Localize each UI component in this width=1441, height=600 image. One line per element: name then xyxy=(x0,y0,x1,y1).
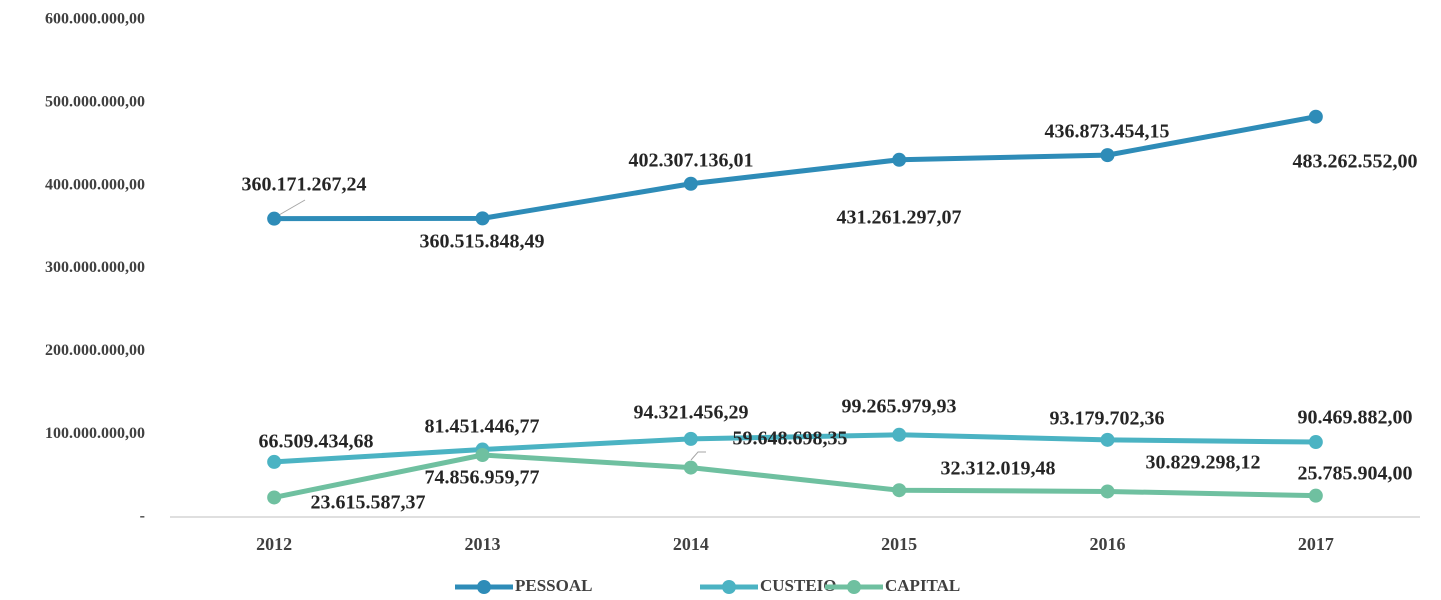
data-label: 360.171.267,24 xyxy=(242,174,367,196)
marker xyxy=(1308,109,1323,124)
marker xyxy=(683,460,698,475)
x-tick-label: 2015 xyxy=(881,534,917,554)
series-line xyxy=(274,114,1317,222)
data-label: 81.451.446,77 xyxy=(425,416,540,438)
marker xyxy=(892,483,907,498)
y-tick-label: 600.000.000,00 xyxy=(45,11,145,28)
marker xyxy=(1100,432,1115,447)
y-tick-label: 100.000.000,00 xyxy=(45,425,145,442)
legend-marker xyxy=(722,580,736,594)
leader-line xyxy=(690,451,706,461)
marker xyxy=(892,152,907,167)
data-label: 93.179.702,36 xyxy=(1050,408,1165,430)
legend-marker xyxy=(847,580,861,594)
data-label: 360.515.848,49 xyxy=(420,231,545,253)
y-tick-label: 400.000.000,00 xyxy=(45,176,145,193)
marker xyxy=(267,454,282,469)
y-tick-label: 200.000.000,00 xyxy=(45,342,145,359)
x-tick-label: 2012 xyxy=(256,534,292,554)
legend-label: CUSTEIO xyxy=(760,576,837,595)
x-tick-label: 2014 xyxy=(673,534,709,554)
data-label: 32.312.019,48 xyxy=(941,458,1056,480)
leader-line xyxy=(278,199,306,216)
marker xyxy=(1308,435,1323,450)
data-label: 483.262.552,00 xyxy=(1293,151,1418,173)
legend-label: PESSOAL xyxy=(515,576,592,595)
marker xyxy=(1100,148,1115,163)
data-label: 94.321.456,29 xyxy=(634,402,749,424)
marker xyxy=(475,211,490,226)
y-tick-label: - xyxy=(140,508,145,525)
data-label: 23.615.587,37 xyxy=(311,492,426,514)
legend-label: CAPITAL xyxy=(885,576,960,595)
marker xyxy=(683,431,698,446)
data-label: 25.785.904,00 xyxy=(1298,463,1413,485)
marker xyxy=(475,447,490,462)
data-label: 436.873.454,15 xyxy=(1045,121,1170,143)
marker xyxy=(683,176,698,191)
legend-marker xyxy=(477,580,491,594)
data-label: 30.829.298,12 xyxy=(1146,452,1261,474)
data-label: 402.307.136,01 xyxy=(629,150,754,172)
y-tick-label: 300.000.000,00 xyxy=(45,259,145,276)
data-label: 59.648.698,35 xyxy=(733,428,848,450)
series-line xyxy=(273,452,1316,500)
x-tick-label: 2017 xyxy=(1298,534,1334,554)
x-tick-label: 2013 xyxy=(465,534,501,554)
series-line xyxy=(274,432,1316,465)
data-label: 74.856.959,77 xyxy=(425,467,540,489)
data-label: 431.261.297,07 xyxy=(837,207,962,229)
marker xyxy=(267,211,282,226)
marker xyxy=(892,427,907,442)
data-label: 66.509.434,68 xyxy=(259,431,374,453)
marker xyxy=(267,490,282,505)
marker xyxy=(1308,488,1323,503)
data-label: 99.265.979,93 xyxy=(842,396,957,418)
data-label: 90.469.882,00 xyxy=(1298,407,1413,429)
marker xyxy=(1100,484,1115,499)
x-tick-label: 2016 xyxy=(1090,534,1126,554)
y-tick-label: 500.000.000,00 xyxy=(45,94,145,111)
